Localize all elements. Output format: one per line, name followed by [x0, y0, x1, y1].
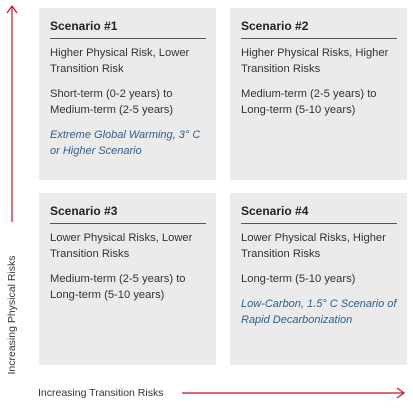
scenario-time-horizon: Long-term (5-10 years): [241, 273, 356, 285]
scenario-card-3: Scenario #3 Lower Physical Risks, Lower …: [39, 193, 216, 365]
y-axis-arrow: [6, 4, 18, 222]
scenario-climate-pathway: Low-Carbon, 1.5° C Scenario of Rapid Dec…: [241, 298, 397, 326]
scenario-time-horizon: Medium-term (2-5 years) to Long-term (5-…: [241, 88, 377, 116]
scenario-risk-level: Lower Physical Risks, Higher Transition …: [241, 232, 386, 260]
scenario-card-4: Scenario #4 Lower Physical Risks, Higher…: [230, 193, 407, 365]
x-axis-arrow: [182, 387, 406, 399]
scenario-risk-level: Lower Physical Risks, Lower Transition R…: [50, 232, 193, 260]
x-axis-label: Increasing Transition Risks: [38, 387, 164, 399]
scenario-card-2: Scenario #2 Higher Physical Risks, Highe…: [230, 8, 407, 180]
scenario-risk-level: Higher Physical Risk, Lower Transition R…: [50, 47, 190, 75]
scenario-time-horizon: Medium-term (2-5 years) to Long-term (5-…: [50, 273, 186, 301]
scenario-climate-pathway: Extreme Global Warming, 3° C or Higher S…: [50, 129, 201, 157]
y-axis-label: Increasing Physical Risks: [6, 255, 18, 375]
scenario-title: Scenario #1: [50, 19, 206, 39]
scenario-title: Scenario #2: [241, 19, 397, 39]
scenario-risk-level: Higher Physical Risks, Higher Transition…: [241, 47, 389, 75]
y-axis: Increasing Physical Risks: [0, 0, 22, 412]
scenario-card-1: Scenario #1 Higher Physical Risk, Lower …: [39, 8, 216, 180]
scenario-title: Scenario #4: [241, 204, 397, 224]
scenario-time-horizon: Short-term (0-2 years) to Medium-term (2…: [50, 88, 174, 116]
scenario-title: Scenario #3: [50, 204, 206, 224]
